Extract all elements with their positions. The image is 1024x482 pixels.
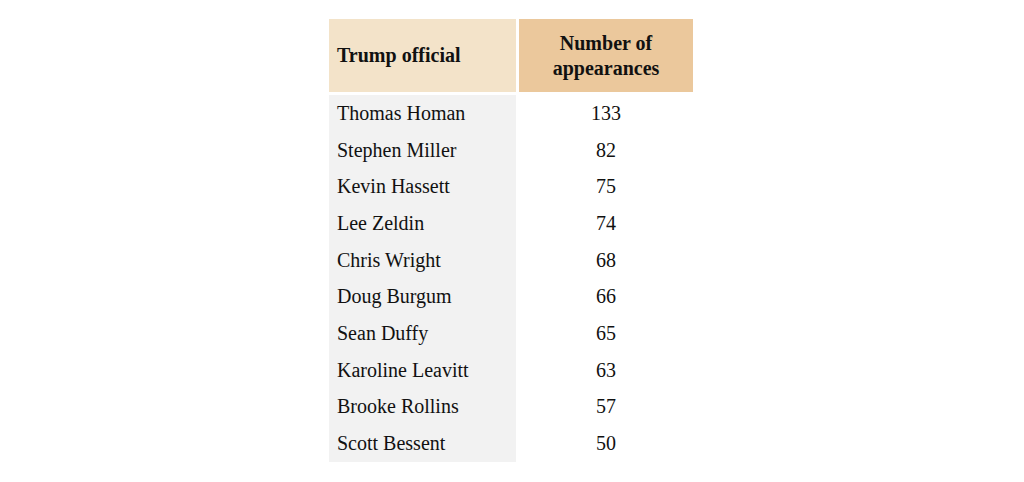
appearances-cell: 65 — [519, 315, 693, 352]
appearances-table: Trump official Number of appearances Tho… — [329, 19, 693, 462]
appearances-cell: 57 — [519, 389, 693, 426]
official-name-cell: Chris Wright — [329, 242, 516, 279]
appearances-cell: 68 — [519, 242, 693, 279]
official-name-cell: Kevin Hassett — [329, 168, 516, 205]
official-name-cell: Thomas Homan — [329, 95, 516, 132]
official-name-cell: Doug Burgum — [329, 278, 516, 315]
appearances-cell: 75 — [519, 168, 693, 205]
appearances-cell: 82 — [519, 132, 693, 169]
table-header-row: Trump official Number of appearances — [329, 19, 693, 92]
official-name-cell: Karoline Leavitt — [329, 352, 516, 389]
appearances-cell: 66 — [519, 278, 693, 315]
appearances-cell: 74 — [519, 205, 693, 242]
appearances-cell: 50 — [519, 425, 693, 462]
official-name-cell: Brooke Rollins — [329, 389, 516, 426]
official-name-cell: Lee Zeldin — [329, 205, 516, 242]
appearances-cell: 133 — [519, 95, 693, 132]
official-name-cell: Stephen Miller — [329, 132, 516, 169]
column-header-appearances: Number of appearances — [519, 19, 693, 92]
column-header-official: Trump official — [329, 19, 516, 92]
official-name-cell: Scott Bessent — [329, 425, 516, 462]
table-body: Thomas Homan 133 Stephen Miller 82 Kevin… — [329, 95, 693, 462]
official-name-cell: Sean Duffy — [329, 315, 516, 352]
appearances-cell: 63 — [519, 352, 693, 389]
